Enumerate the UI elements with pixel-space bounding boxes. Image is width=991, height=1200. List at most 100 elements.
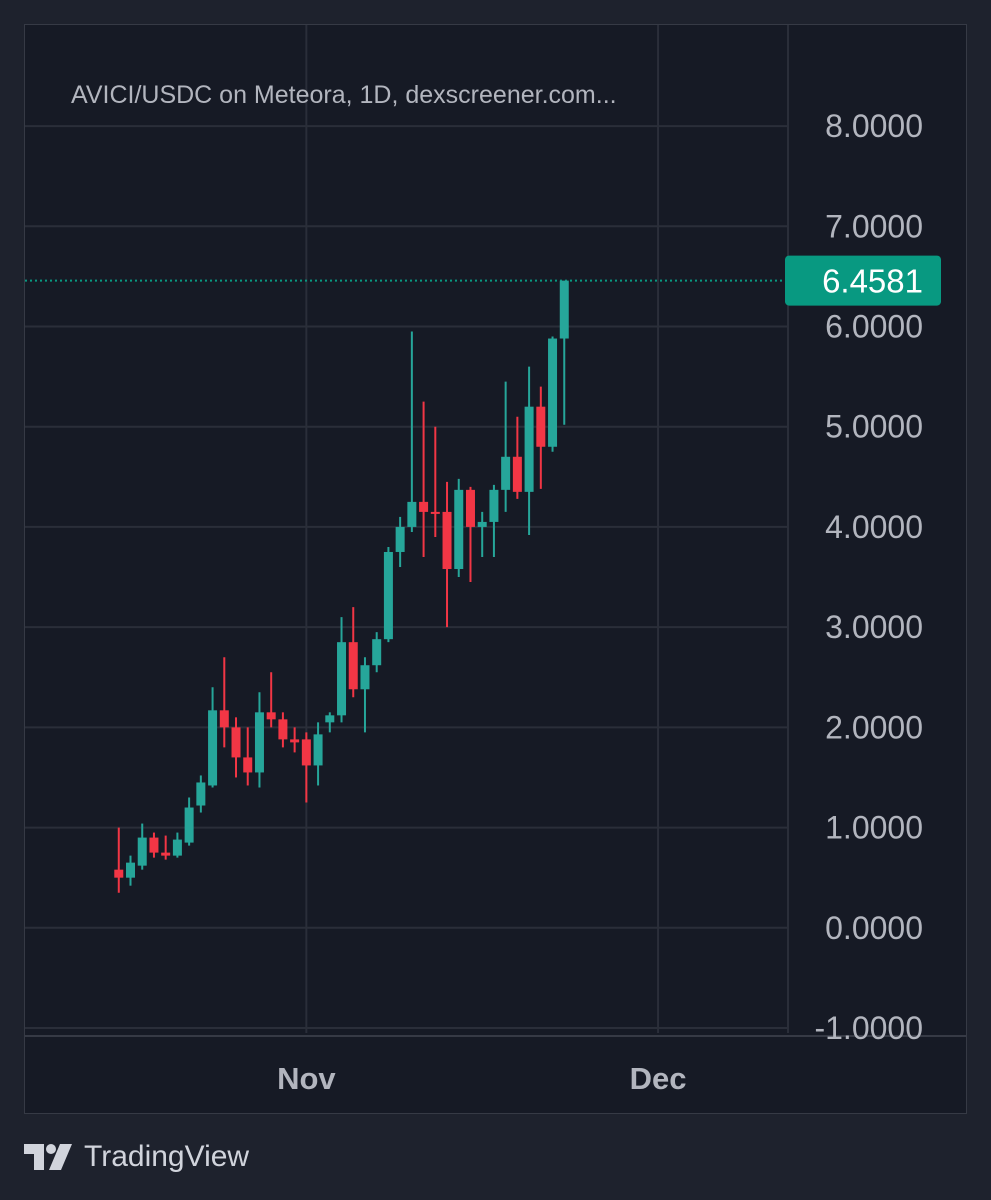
tradingview-footer[interactable]: TradingView xyxy=(24,1137,249,1177)
candle[interactable] xyxy=(395,516,405,568)
y-tick-label: 6.0000 xyxy=(825,309,923,345)
y-tick-label: 7.0000 xyxy=(825,208,923,244)
candle-body xyxy=(219,710,229,728)
candle[interactable] xyxy=(348,607,358,698)
candle[interactable] xyxy=(501,381,511,512)
candle[interactable] xyxy=(512,416,522,499)
y-axis: 8.0000 7.0000 6.0000 5.0000 4.0000 3.0000 2.00… xyxy=(814,108,923,1046)
chart-grid xyxy=(25,25,966,1037)
chart-frame: Nov Dec 8.0000 7.0000 6.0000 5.0000 4.0000 3.0… xyxy=(24,24,967,1114)
candle[interactable] xyxy=(407,331,417,532)
y-tick-label: 2.0000 xyxy=(825,709,923,745)
candle[interactable] xyxy=(243,727,253,786)
candle-body xyxy=(559,280,569,339)
candle-body xyxy=(548,338,558,447)
candle[interactable] xyxy=(337,617,347,723)
candle[interactable] xyxy=(430,426,440,537)
tradingview-logo-icon xyxy=(24,1144,72,1170)
candle[interactable] xyxy=(383,546,393,643)
candle[interactable] xyxy=(231,717,241,778)
y-tick-label: 5.0000 xyxy=(825,409,923,445)
candle-body xyxy=(454,489,464,570)
candle[interactable] xyxy=(477,511,487,557)
candle-body xyxy=(231,727,241,758)
candle-body xyxy=(395,526,405,552)
candle-body xyxy=(360,665,370,690)
candle[interactable] xyxy=(325,712,335,733)
candle-body xyxy=(196,782,206,806)
candle-body xyxy=(372,639,382,666)
candle[interactable] xyxy=(489,484,499,557)
candle-body xyxy=(477,521,487,527)
candle[interactable] xyxy=(278,712,288,748)
candle-body xyxy=(184,807,194,843)
candle[interactable] xyxy=(196,775,206,813)
candle-body xyxy=(126,862,136,878)
candle-body xyxy=(254,712,264,773)
candle-body xyxy=(313,734,323,766)
candle-body xyxy=(512,456,522,492)
candle-body xyxy=(278,719,288,740)
candle-body xyxy=(290,739,300,743)
last-price-badge-group: 6.4581 xyxy=(785,255,941,306)
candle[interactable] xyxy=(548,336,558,452)
y-tick-label: 3.0000 xyxy=(825,609,923,645)
candle-body xyxy=(430,511,440,514)
candle[interactable] xyxy=(465,486,475,583)
y-tick-label: 0.0000 xyxy=(825,910,923,946)
candle[interactable] xyxy=(360,657,370,733)
candle[interactable] xyxy=(419,401,429,557)
candle[interactable] xyxy=(301,732,311,803)
candle-body xyxy=(407,501,417,527)
candle[interactable] xyxy=(536,386,546,489)
candles[interactable] xyxy=(114,280,569,893)
y-tick-label: 4.0000 xyxy=(825,509,923,545)
candle-body xyxy=(243,757,253,773)
candle[interactable] xyxy=(372,632,382,673)
candle-body xyxy=(419,501,429,512)
candle-body xyxy=(501,456,511,490)
candle-body xyxy=(266,712,276,720)
candle[interactable] xyxy=(442,481,452,628)
x-tick-label: Dec xyxy=(630,1061,687,1096)
candle-body xyxy=(149,837,159,853)
candle[interactable] xyxy=(266,672,276,728)
candle[interactable] xyxy=(208,687,218,788)
candle-body xyxy=(536,406,546,447)
candle[interactable] xyxy=(559,280,569,425)
candle-body xyxy=(348,642,358,690)
candle[interactable] xyxy=(454,478,464,578)
candle-body xyxy=(383,551,393,640)
candle-body xyxy=(114,869,124,878)
candle-body xyxy=(325,715,335,723)
price-chart[interactable]: Nov Dec 8.0000 7.0000 6.0000 5.0000 4.0000 3.0… xyxy=(25,25,966,1113)
candle[interactable] xyxy=(161,835,171,860)
candle[interactable] xyxy=(290,727,300,753)
candle-body xyxy=(301,739,311,766)
candle[interactable] xyxy=(313,722,323,786)
candle-body xyxy=(524,406,534,492)
y-tick-label: 8.0000 xyxy=(825,108,923,144)
candle-body xyxy=(337,642,347,716)
candle-body xyxy=(208,710,218,786)
y-tick-label: 1.0000 xyxy=(825,810,923,846)
candle[interactable] xyxy=(149,832,159,858)
candle-body xyxy=(442,511,452,570)
y-tick-label: -1.0000 xyxy=(814,1010,923,1046)
candle[interactable] xyxy=(254,692,264,788)
candle[interactable] xyxy=(184,797,194,846)
chart-title: AVICI/USDC on Meteora, 1D, dexscreener.c… xyxy=(71,81,617,109)
x-axis: Nov Dec xyxy=(277,1061,686,1096)
candle[interactable] xyxy=(172,832,182,858)
candle[interactable] xyxy=(137,823,147,870)
candle-body xyxy=(161,852,171,856)
last-price-badge xyxy=(785,255,941,306)
x-tick-label: Nov xyxy=(277,1061,336,1096)
candle[interactable] xyxy=(126,855,136,886)
candle-body xyxy=(465,489,475,527)
candle[interactable] xyxy=(219,657,229,748)
candle[interactable] xyxy=(524,366,534,535)
candle-body xyxy=(137,837,147,866)
candle[interactable] xyxy=(114,827,124,893)
candle-body xyxy=(489,489,499,522)
